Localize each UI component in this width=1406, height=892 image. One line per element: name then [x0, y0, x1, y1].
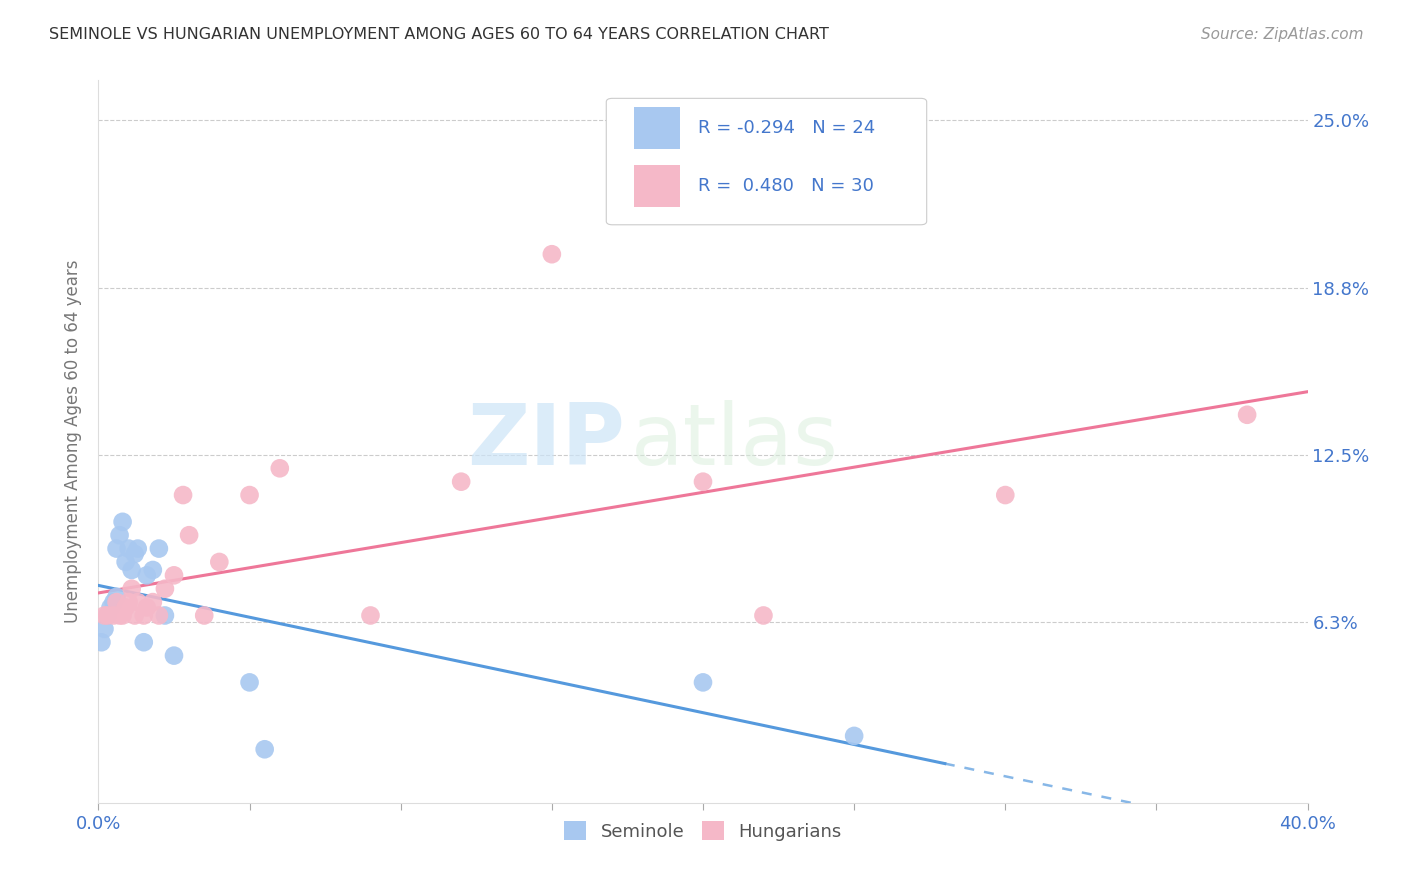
Point — [127, 595, 149, 609]
Point — [90, 635, 112, 649]
Point — [108, 528, 131, 542]
Point — [105, 541, 128, 556]
Legend: Seminole, Hungarians: Seminole, Hungarians — [557, 814, 849, 848]
Point — [114, 600, 136, 615]
Point — [114, 555, 136, 569]
Point — [100, 600, 122, 615]
Point — [124, 608, 146, 623]
Point — [193, 608, 215, 623]
Point — [269, 461, 291, 475]
Point — [360, 608, 382, 623]
Point — [103, 608, 125, 623]
Text: atlas: atlas — [630, 400, 838, 483]
Point — [93, 608, 115, 623]
Point — [153, 608, 176, 623]
Point — [540, 247, 562, 261]
Point — [450, 475, 472, 489]
Point — [752, 608, 775, 623]
Point — [1236, 408, 1258, 422]
Text: Source: ZipAtlas.com: Source: ZipAtlas.com — [1201, 27, 1364, 42]
Text: R =  0.480   N = 30: R = 0.480 N = 30 — [699, 177, 875, 194]
Point — [135, 568, 157, 582]
Point — [253, 742, 276, 756]
Point — [148, 608, 170, 623]
Point — [93, 622, 115, 636]
Point — [132, 608, 155, 623]
Point — [692, 475, 714, 489]
Point — [121, 582, 143, 596]
FancyBboxPatch shape — [606, 98, 927, 225]
Text: R = -0.294   N = 24: R = -0.294 N = 24 — [699, 119, 876, 137]
FancyBboxPatch shape — [634, 107, 681, 149]
Point — [111, 515, 134, 529]
Point — [124, 547, 146, 561]
Point — [108, 608, 131, 623]
Point — [96, 608, 118, 623]
FancyBboxPatch shape — [634, 165, 681, 207]
Point — [239, 675, 262, 690]
Point — [844, 729, 866, 743]
Point — [105, 595, 128, 609]
Point — [111, 608, 134, 623]
Point — [153, 582, 176, 596]
Point — [105, 590, 128, 604]
Point — [135, 600, 157, 615]
Point — [239, 488, 262, 502]
Point — [132, 635, 155, 649]
Point — [142, 563, 165, 577]
Point — [121, 563, 143, 577]
Point — [208, 555, 231, 569]
Point — [179, 528, 201, 542]
Point — [96, 608, 118, 623]
Point — [172, 488, 194, 502]
Text: SEMINOLE VS HUNGARIAN UNEMPLOYMENT AMONG AGES 60 TO 64 YEARS CORRELATION CHART: SEMINOLE VS HUNGARIAN UNEMPLOYMENT AMONG… — [49, 27, 830, 42]
Point — [142, 595, 165, 609]
Text: ZIP: ZIP — [467, 400, 624, 483]
Point — [118, 541, 141, 556]
Point — [118, 595, 141, 609]
Point — [103, 595, 125, 609]
Point — [127, 541, 149, 556]
Point — [994, 488, 1017, 502]
Point — [692, 675, 714, 690]
Point — [148, 541, 170, 556]
Y-axis label: Unemployment Among Ages 60 to 64 years: Unemployment Among Ages 60 to 64 years — [65, 260, 83, 624]
Point — [163, 568, 186, 582]
Point — [163, 648, 186, 663]
